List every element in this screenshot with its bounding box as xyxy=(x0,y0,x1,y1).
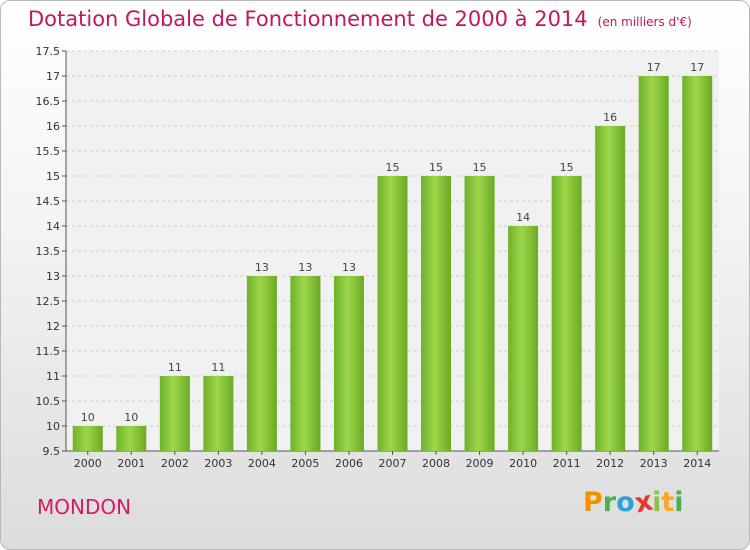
x-tick-label-2001: 2001 xyxy=(117,457,145,470)
x-tick-label-2011: 2011 xyxy=(553,457,581,470)
y-tick-label: 14.5 xyxy=(36,195,61,208)
data-label-2008: 15 xyxy=(429,161,443,174)
bar-2014 xyxy=(682,76,713,451)
place-name: MONDON xyxy=(37,495,132,519)
data-label-2000: 10 xyxy=(81,411,95,424)
data-label-2009: 15 xyxy=(473,161,487,174)
data-label-2004: 13 xyxy=(255,261,269,274)
data-label-2002: 11 xyxy=(168,361,182,374)
y-tick-label: 11 xyxy=(46,370,60,383)
y-tick-label: 17 xyxy=(46,70,60,83)
x-tick-label-2003: 2003 xyxy=(204,457,232,470)
x-tick-label-2008: 2008 xyxy=(422,457,450,470)
logo-letter: P xyxy=(583,487,603,518)
y-tick-label: 15 xyxy=(46,170,60,183)
y-tick-label: 12 xyxy=(46,320,60,333)
chart-subtitle: (en milliers d'€) xyxy=(597,15,692,29)
chart-title: Dotation Globale de Fonctionnement de 20… xyxy=(28,7,692,31)
y-tick-label: 12.5 xyxy=(36,295,61,308)
bar-2006 xyxy=(333,276,364,451)
bar-2012 xyxy=(595,126,626,451)
proxiti-logo: Proxiti xyxy=(583,486,684,520)
data-label-2003: 11 xyxy=(211,361,225,374)
bar-2013 xyxy=(638,76,669,451)
y-tick-label: 10.5 xyxy=(36,395,61,408)
logo-letter: i xyxy=(652,487,662,518)
chart-title-text: Dotation Globale de Fonctionnement de 20… xyxy=(28,7,588,31)
x-tick-label-2005: 2005 xyxy=(291,457,319,470)
bar-2010 xyxy=(508,226,539,451)
x-tick-label-2010: 2010 xyxy=(509,457,537,470)
bar-2008 xyxy=(421,176,452,451)
bar-2000 xyxy=(72,426,103,451)
data-label-2007: 15 xyxy=(386,161,400,174)
bar-2001 xyxy=(116,426,147,451)
data-label-2012: 16 xyxy=(603,111,617,124)
y-tick-label: 16.5 xyxy=(36,95,61,108)
y-tick-label: 15.5 xyxy=(36,145,61,158)
x-tick-label-2009: 2009 xyxy=(466,457,494,470)
y-tick-label: 13 xyxy=(46,270,60,283)
y-tick-label: 9.5 xyxy=(43,445,61,458)
x-tick-label-2004: 2004 xyxy=(248,457,276,470)
logo-letter: t xyxy=(661,487,675,518)
x-tick-label-2006: 2006 xyxy=(335,457,363,470)
data-label-2011: 15 xyxy=(560,161,574,174)
data-label-2005: 13 xyxy=(298,261,312,274)
logo-letter: r xyxy=(602,487,617,518)
y-tick-label: 17.5 xyxy=(36,45,61,58)
bar-2007 xyxy=(377,176,408,451)
logo-letter: i xyxy=(674,487,684,518)
logo-letter: o xyxy=(616,487,635,518)
data-label-2014: 17 xyxy=(690,61,704,74)
data-label-2001: 10 xyxy=(124,411,138,424)
y-tick-label: 16 xyxy=(46,120,60,133)
y-tick-label: 14 xyxy=(46,220,60,233)
x-tick-label-2007: 2007 xyxy=(379,457,407,470)
bar-2011 xyxy=(551,176,582,451)
bar-2004 xyxy=(246,276,277,451)
data-label-2013: 17 xyxy=(647,61,661,74)
y-tick-label: 10 xyxy=(46,420,60,433)
x-tick-label-2002: 2002 xyxy=(161,457,189,470)
plot-area: 9.5 10 10.5 11 11.5 12 12.5 13 13.5 14 14.5 15 15.5 1… xyxy=(36,45,719,470)
bar-2002 xyxy=(159,376,190,451)
y-tick-label: 11.5 xyxy=(36,345,61,358)
bar-2003 xyxy=(203,376,234,451)
x-tick-label-2014: 2014 xyxy=(683,457,711,470)
bar-2009 xyxy=(464,176,495,451)
y-tick-label: 13.5 xyxy=(36,245,61,258)
bar-2005 xyxy=(290,276,321,451)
x-tick-label-2013: 2013 xyxy=(640,457,668,470)
data-label-2006: 13 xyxy=(342,261,356,274)
data-label-2010: 14 xyxy=(516,211,530,224)
x-tick-label-2012: 2012 xyxy=(596,457,624,470)
x-tick-label-2000: 2000 xyxy=(74,457,102,470)
